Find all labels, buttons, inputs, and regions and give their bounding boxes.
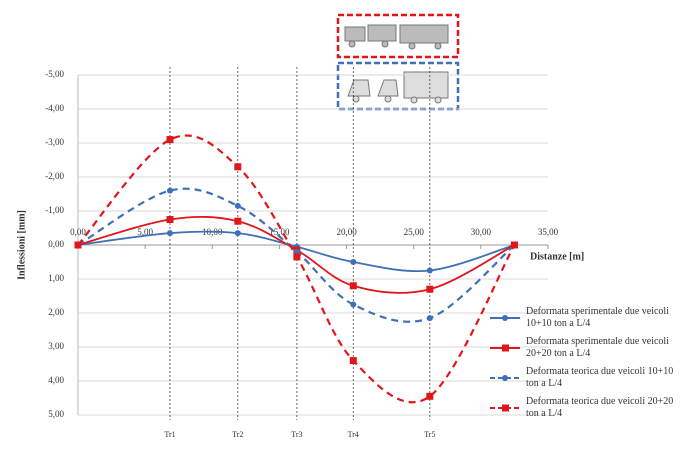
point (166, 216, 173, 223)
point (427, 268, 433, 274)
point (426, 393, 433, 400)
point (426, 286, 433, 293)
y-tick-label: 1,00 (48, 273, 64, 283)
point (167, 230, 173, 236)
legend-label: Deformata sperimentale due veicoli 10+10… (526, 306, 684, 330)
y-tick-label: 5,00 (48, 409, 64, 419)
y-tick-label: -3,00 (45, 137, 64, 147)
section-label: Tr3 (291, 430, 302, 439)
legend-label: Deformata sperimentale due veicoli 20+20… (526, 336, 684, 360)
x-tick-label: 30,00 (471, 227, 492, 237)
y-tick-label: 0,00 (48, 239, 64, 249)
y-tick-label: -1,00 (45, 205, 64, 215)
legend-swatch (488, 312, 522, 324)
point (350, 282, 357, 289)
point (350, 259, 356, 265)
x-tick-label: 25,00 (404, 227, 425, 237)
section-label: Tr1 (164, 430, 175, 439)
x-tick-label: 20,00 (336, 227, 357, 237)
legend-entry: Deformata sperimentale due veicoli 10+10… (488, 306, 684, 330)
y-axis-title: Inflessioni [mm] (16, 210, 27, 280)
legend-swatch (488, 372, 522, 384)
point (234, 163, 241, 170)
section-label: Tr4 (348, 430, 359, 439)
truck-icons (338, 15, 458, 109)
page: {"chart_data": {"type": "line", "y_label… (0, 0, 687, 456)
y-tick-label: 3,00 (48, 341, 64, 351)
legend: Deformata sperimentale due veicoli 10+10… (488, 306, 684, 426)
point (235, 230, 241, 236)
section-label: Tr5 (424, 430, 435, 439)
legend-entry: Deformata sperimentale due veicoli 20+20… (488, 336, 684, 360)
point (235, 203, 241, 209)
y-tick-label: -2,00 (45, 171, 64, 181)
y-tick-label: 4,00 (48, 375, 64, 385)
legend-entry: Deformata teorica due veicoli 20+20 ton … (488, 396, 684, 420)
point (166, 136, 173, 143)
point (293, 253, 300, 260)
point (511, 242, 518, 249)
section-label: Tr2 (232, 430, 243, 439)
y-tick-label: 2,00 (48, 307, 64, 317)
point (350, 357, 357, 364)
x-tick-label: 0,00 (70, 227, 86, 237)
y-tick-label: -5,00 (45, 69, 64, 79)
point (350, 302, 356, 308)
point (75, 242, 82, 249)
point (427, 315, 433, 321)
x-axis-title: Distanze [m] (530, 251, 584, 262)
point (234, 218, 241, 225)
legend-label: Deformata teorica due veicoli 20+20 ton … (526, 396, 684, 420)
legend-entry: Deformata teorica due veicoli 10+10 ton … (488, 366, 684, 390)
legend-swatch (488, 402, 522, 414)
series-line (78, 136, 514, 403)
legend-label: Deformata teorica due veicoli 10+10 ton … (526, 366, 684, 390)
x-tick-label: 35,00 (538, 227, 559, 237)
y-tick-label: -4,00 (45, 103, 64, 113)
point (167, 188, 173, 194)
legend-swatch (488, 342, 522, 354)
